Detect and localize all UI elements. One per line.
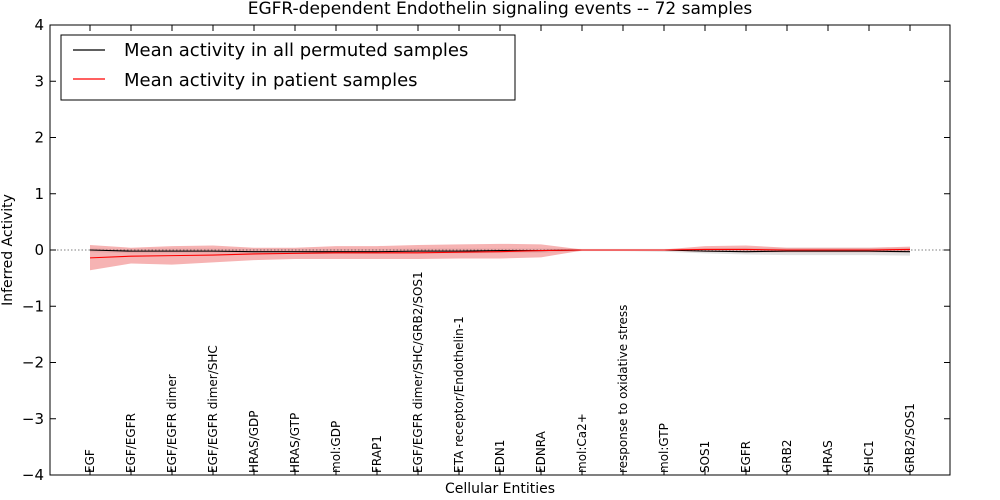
- y-tick-label: −1: [22, 297, 44, 315]
- y-tick-label: 2: [34, 129, 44, 147]
- confidence-bands: [50, 243, 950, 271]
- y-tick-label: 0: [34, 241, 44, 259]
- series-lines: [89, 248, 911, 259]
- legend-entry-patient: Mean activity in patient samples: [124, 70, 418, 91]
- x-tick-label: HRAS/GTP: [288, 413, 302, 473]
- x-tick-label: EDNRA: [534, 430, 548, 473]
- y-tick-label: −4: [22, 466, 44, 484]
- x-axis-label: Cellular Entities: [445, 481, 555, 497]
- x-tick-label: EGF/EGFR dimer: [165, 374, 179, 473]
- x-tick-label: EGF/EGFR: [124, 413, 138, 473]
- x-tick-label: EGFR: [739, 441, 753, 473]
- x-tick-label: response to oxidative stress: [616, 305, 630, 473]
- x-tick-label: GRB2/SOS1: [903, 403, 917, 473]
- y-tick-label: 1: [34, 185, 44, 203]
- y-tick-label: 3: [34, 72, 44, 90]
- series-line-patient: [89, 248, 911, 259]
- x-tick-label: HRAS: [821, 440, 835, 473]
- legend: Mean activity in all permuted samples Me…: [60, 34, 516, 101]
- x-tick-label: HRAS/GDP: [247, 410, 261, 473]
- y-axis: −4 −3 −2 −1 0 1 2 3 4: [22, 16, 950, 484]
- x-tick-label: GRB2: [780, 439, 794, 473]
- series-line-permuted: [89, 249, 911, 253]
- legend-box: [60, 34, 516, 101]
- x-tick-label: FRAP1: [370, 435, 384, 473]
- x-tick-label: EGF: [83, 449, 97, 473]
- x-tick-label: mol:Ca2+: [575, 413, 589, 473]
- band-patient: [90, 243, 910, 271]
- x-tick-label: SOS1: [698, 441, 712, 473]
- legend-entry-permuted: Mean activity in all permuted samples: [124, 40, 468, 61]
- x-tick-label: mol:GDP: [329, 421, 343, 473]
- y-axis-label: Inferred Activity: [0, 194, 16, 306]
- y-tick-label: 4: [34, 16, 44, 34]
- x-tick-label: SHC1: [862, 440, 876, 473]
- x-tick-label: EDN1: [493, 440, 507, 473]
- x-tick-label: EGF/EGFR dimer/SHC: [206, 345, 220, 473]
- y-tick-label: −3: [22, 410, 44, 428]
- x-axis: EGF EGF/EGFR EGF/EGFR dimer EGF/EGFR dimer/…: [83, 25, 917, 475]
- x-tick-label: EGF/EGFR dimer/SHC/GRB2/SOS1: [411, 271, 425, 473]
- chart-title: EGFR-dependent Endothelin signaling even…: [248, 0, 753, 19]
- y-tick-label: −2: [22, 354, 44, 372]
- x-tick-label: mol:GTP: [657, 423, 671, 473]
- x-tick-label: ETA receptor/Endothelin-1: [452, 316, 466, 473]
